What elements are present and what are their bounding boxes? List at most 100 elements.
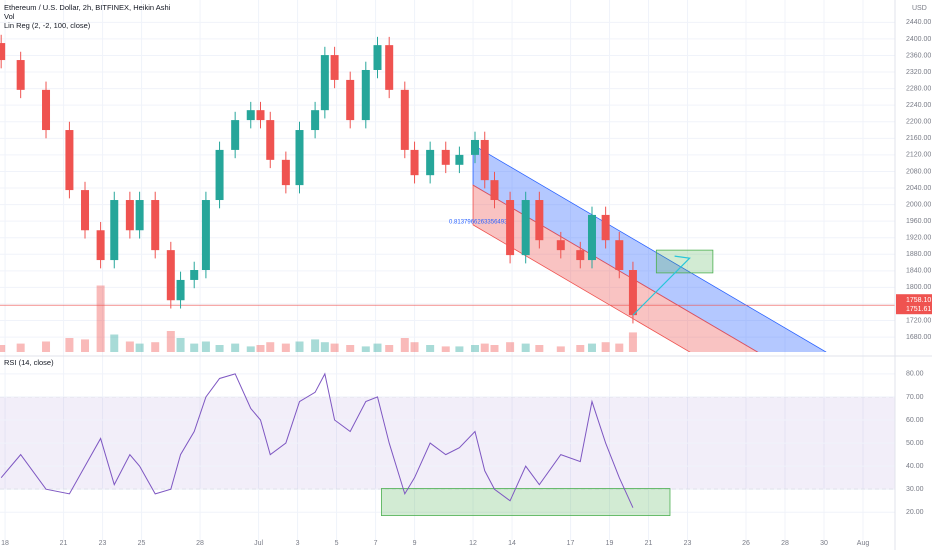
volume-bar — [455, 346, 464, 352]
y-tick-label: 2200.00 — [906, 119, 931, 126]
volume-bar — [521, 343, 530, 352]
candle-body — [535, 200, 544, 241]
volume-bar — [246, 346, 255, 352]
volume-bar — [16, 343, 25, 352]
channel-lower — [472, 184, 759, 352]
grid — [0, 0, 895, 540]
candle-body — [615, 240, 624, 271]
volume-bar — [346, 345, 355, 352]
x-tick-label: 23 — [99, 540, 107, 547]
volume-bar — [166, 331, 175, 352]
candle-body — [246, 110, 255, 121]
x-tick-label: 25 — [138, 540, 146, 547]
y-tick-label: 1960.00 — [906, 218, 931, 225]
volume-bar — [615, 343, 624, 352]
x-tick-label: 28 — [781, 540, 789, 547]
candle-body — [42, 89, 51, 131]
x-tick-label: 7 — [374, 540, 378, 547]
candle-body — [410, 149, 419, 176]
volume-bar — [361, 346, 370, 352]
candle-body — [96, 230, 105, 261]
y-tick-label: 2360.00 — [906, 52, 931, 59]
x-tick-label: 18 — [1, 540, 9, 547]
y-tick-label: 2000.00 — [906, 201, 931, 208]
channel-label: 0.8137966263356493 — [449, 219, 508, 225]
volume-bar — [385, 345, 394, 352]
x-tick-label: 30 — [820, 540, 828, 547]
rsi-box — [380, 488, 671, 516]
x-tick-label: 17 — [567, 540, 575, 547]
candle-body — [320, 55, 329, 111]
volume-bar — [110, 334, 119, 352]
candle-body — [266, 120, 275, 160]
y-tick-label: 2240.00 — [906, 102, 931, 109]
candle-body — [556, 240, 565, 251]
candle-body — [0, 43, 6, 61]
chart-title: Ethereum / U.S. Dollar, 2h, BITFINEX, He… — [4, 3, 171, 12]
candle-body — [231, 120, 240, 150]
volume-bar — [311, 339, 320, 352]
candle-body — [311, 110, 320, 131]
volume-bar — [96, 285, 105, 352]
y-tick-label: 50.00 — [906, 440, 924, 447]
volume-bar — [190, 343, 199, 352]
price-tag-label: 1751.61 — [906, 306, 931, 313]
candle-body — [455, 154, 464, 165]
candle-body — [190, 270, 199, 280]
y-tick-label: 2160.00 — [906, 135, 931, 142]
volume-bar — [135, 343, 144, 352]
x-tick-label: 5 — [335, 540, 339, 547]
volume-bar — [42, 341, 51, 352]
y-tick-label: 70.00 — [906, 394, 924, 401]
y-tick-label: 2120.00 — [906, 152, 931, 159]
channel-upper — [472, 144, 827, 352]
x-tick-label: Jul — [254, 540, 263, 547]
y-tick-label: 1840.00 — [906, 268, 931, 275]
volume-bar — [266, 342, 275, 352]
channel — [472, 144, 827, 352]
candle-body — [65, 130, 74, 191]
candle-body — [521, 200, 530, 256]
x-tick-label: 19 — [606, 540, 614, 547]
y-tick-label: 1800.00 — [906, 284, 931, 291]
candle-body — [201, 200, 210, 271]
volume-bar — [480, 343, 489, 352]
y-tick-label: 2040.00 — [906, 185, 931, 192]
volume-bar — [295, 341, 304, 352]
y-tick-label: 1920.00 — [906, 235, 931, 242]
y-tick-label: 1680.00 — [906, 334, 931, 341]
y-tick-label: 2400.00 — [906, 36, 931, 43]
volume-bar — [215, 345, 224, 352]
volume-bar — [556, 346, 565, 352]
candle-body — [400, 89, 409, 150]
volume-bar — [426, 345, 435, 352]
volume-bar — [535, 345, 544, 352]
candle-body — [361, 69, 370, 121]
candle-body — [470, 139, 479, 155]
candle-body — [490, 180, 499, 201]
candle-body — [166, 250, 175, 301]
candle-body — [346, 79, 355, 121]
candle-body — [385, 45, 394, 90]
candle-body — [215, 149, 224, 201]
volume-bar — [410, 342, 419, 352]
y-tick-label: 2080.00 — [906, 168, 931, 175]
volume-bar — [506, 342, 515, 352]
candle-body — [256, 110, 265, 121]
x-tick-label: Aug — [857, 540, 870, 547]
volume-bar — [231, 343, 240, 352]
candle-body — [601, 214, 610, 241]
candle-body — [587, 214, 596, 261]
candle-body — [628, 270, 637, 316]
volume-bar — [441, 346, 450, 352]
volume-bar — [490, 345, 499, 352]
x-tick-label: 3 — [296, 540, 300, 547]
candle-body — [151, 200, 160, 251]
volume-bar — [201, 341, 210, 352]
y-tick-label: 2320.00 — [906, 69, 931, 76]
x-tick-label: 21 — [60, 540, 68, 547]
price-tag — [896, 294, 932, 315]
volume-bar — [587, 343, 596, 352]
volume-bar — [400, 338, 409, 352]
